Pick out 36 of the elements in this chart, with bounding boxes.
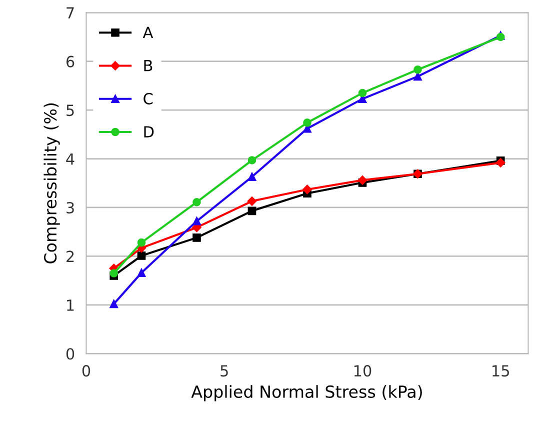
x-tick-label: 15 xyxy=(492,365,509,377)
x-tick-label: 10 xyxy=(354,365,372,377)
legend-label: C xyxy=(144,92,153,104)
point xyxy=(110,300,118,308)
point xyxy=(248,172,256,181)
point xyxy=(192,216,201,226)
y-axis-title: Compressibility (%) xyxy=(44,103,60,264)
y-tick-label: 1 xyxy=(67,300,74,311)
point xyxy=(137,238,146,247)
point xyxy=(302,184,312,194)
y-tick-label: 0 xyxy=(66,348,74,360)
point xyxy=(247,196,257,206)
x-axis-title: Applied Normal Stress (kPa) xyxy=(191,385,422,402)
point xyxy=(358,88,367,98)
y-tick-label: 2 xyxy=(66,250,74,262)
point xyxy=(137,268,146,277)
x-tick-label: 0 xyxy=(82,365,90,377)
legend-label: B xyxy=(144,60,152,72)
y-tick-label: 3 xyxy=(66,202,74,214)
point xyxy=(358,176,368,185)
y-tick-label: 6 xyxy=(66,56,74,68)
y-tick-label: 5 xyxy=(66,104,74,116)
point xyxy=(248,156,256,164)
legend-label: A xyxy=(142,26,154,38)
point xyxy=(496,158,506,168)
point xyxy=(248,206,256,216)
point xyxy=(303,118,312,127)
y-tick-label: 4 xyxy=(66,153,74,165)
point xyxy=(414,65,422,74)
point xyxy=(192,234,201,242)
legend-label: D xyxy=(144,126,154,138)
point xyxy=(192,198,201,206)
point xyxy=(137,252,146,260)
x-tick-label: 5 xyxy=(220,365,228,377)
y-tick-label: 7 xyxy=(66,7,74,18)
point xyxy=(110,269,118,278)
